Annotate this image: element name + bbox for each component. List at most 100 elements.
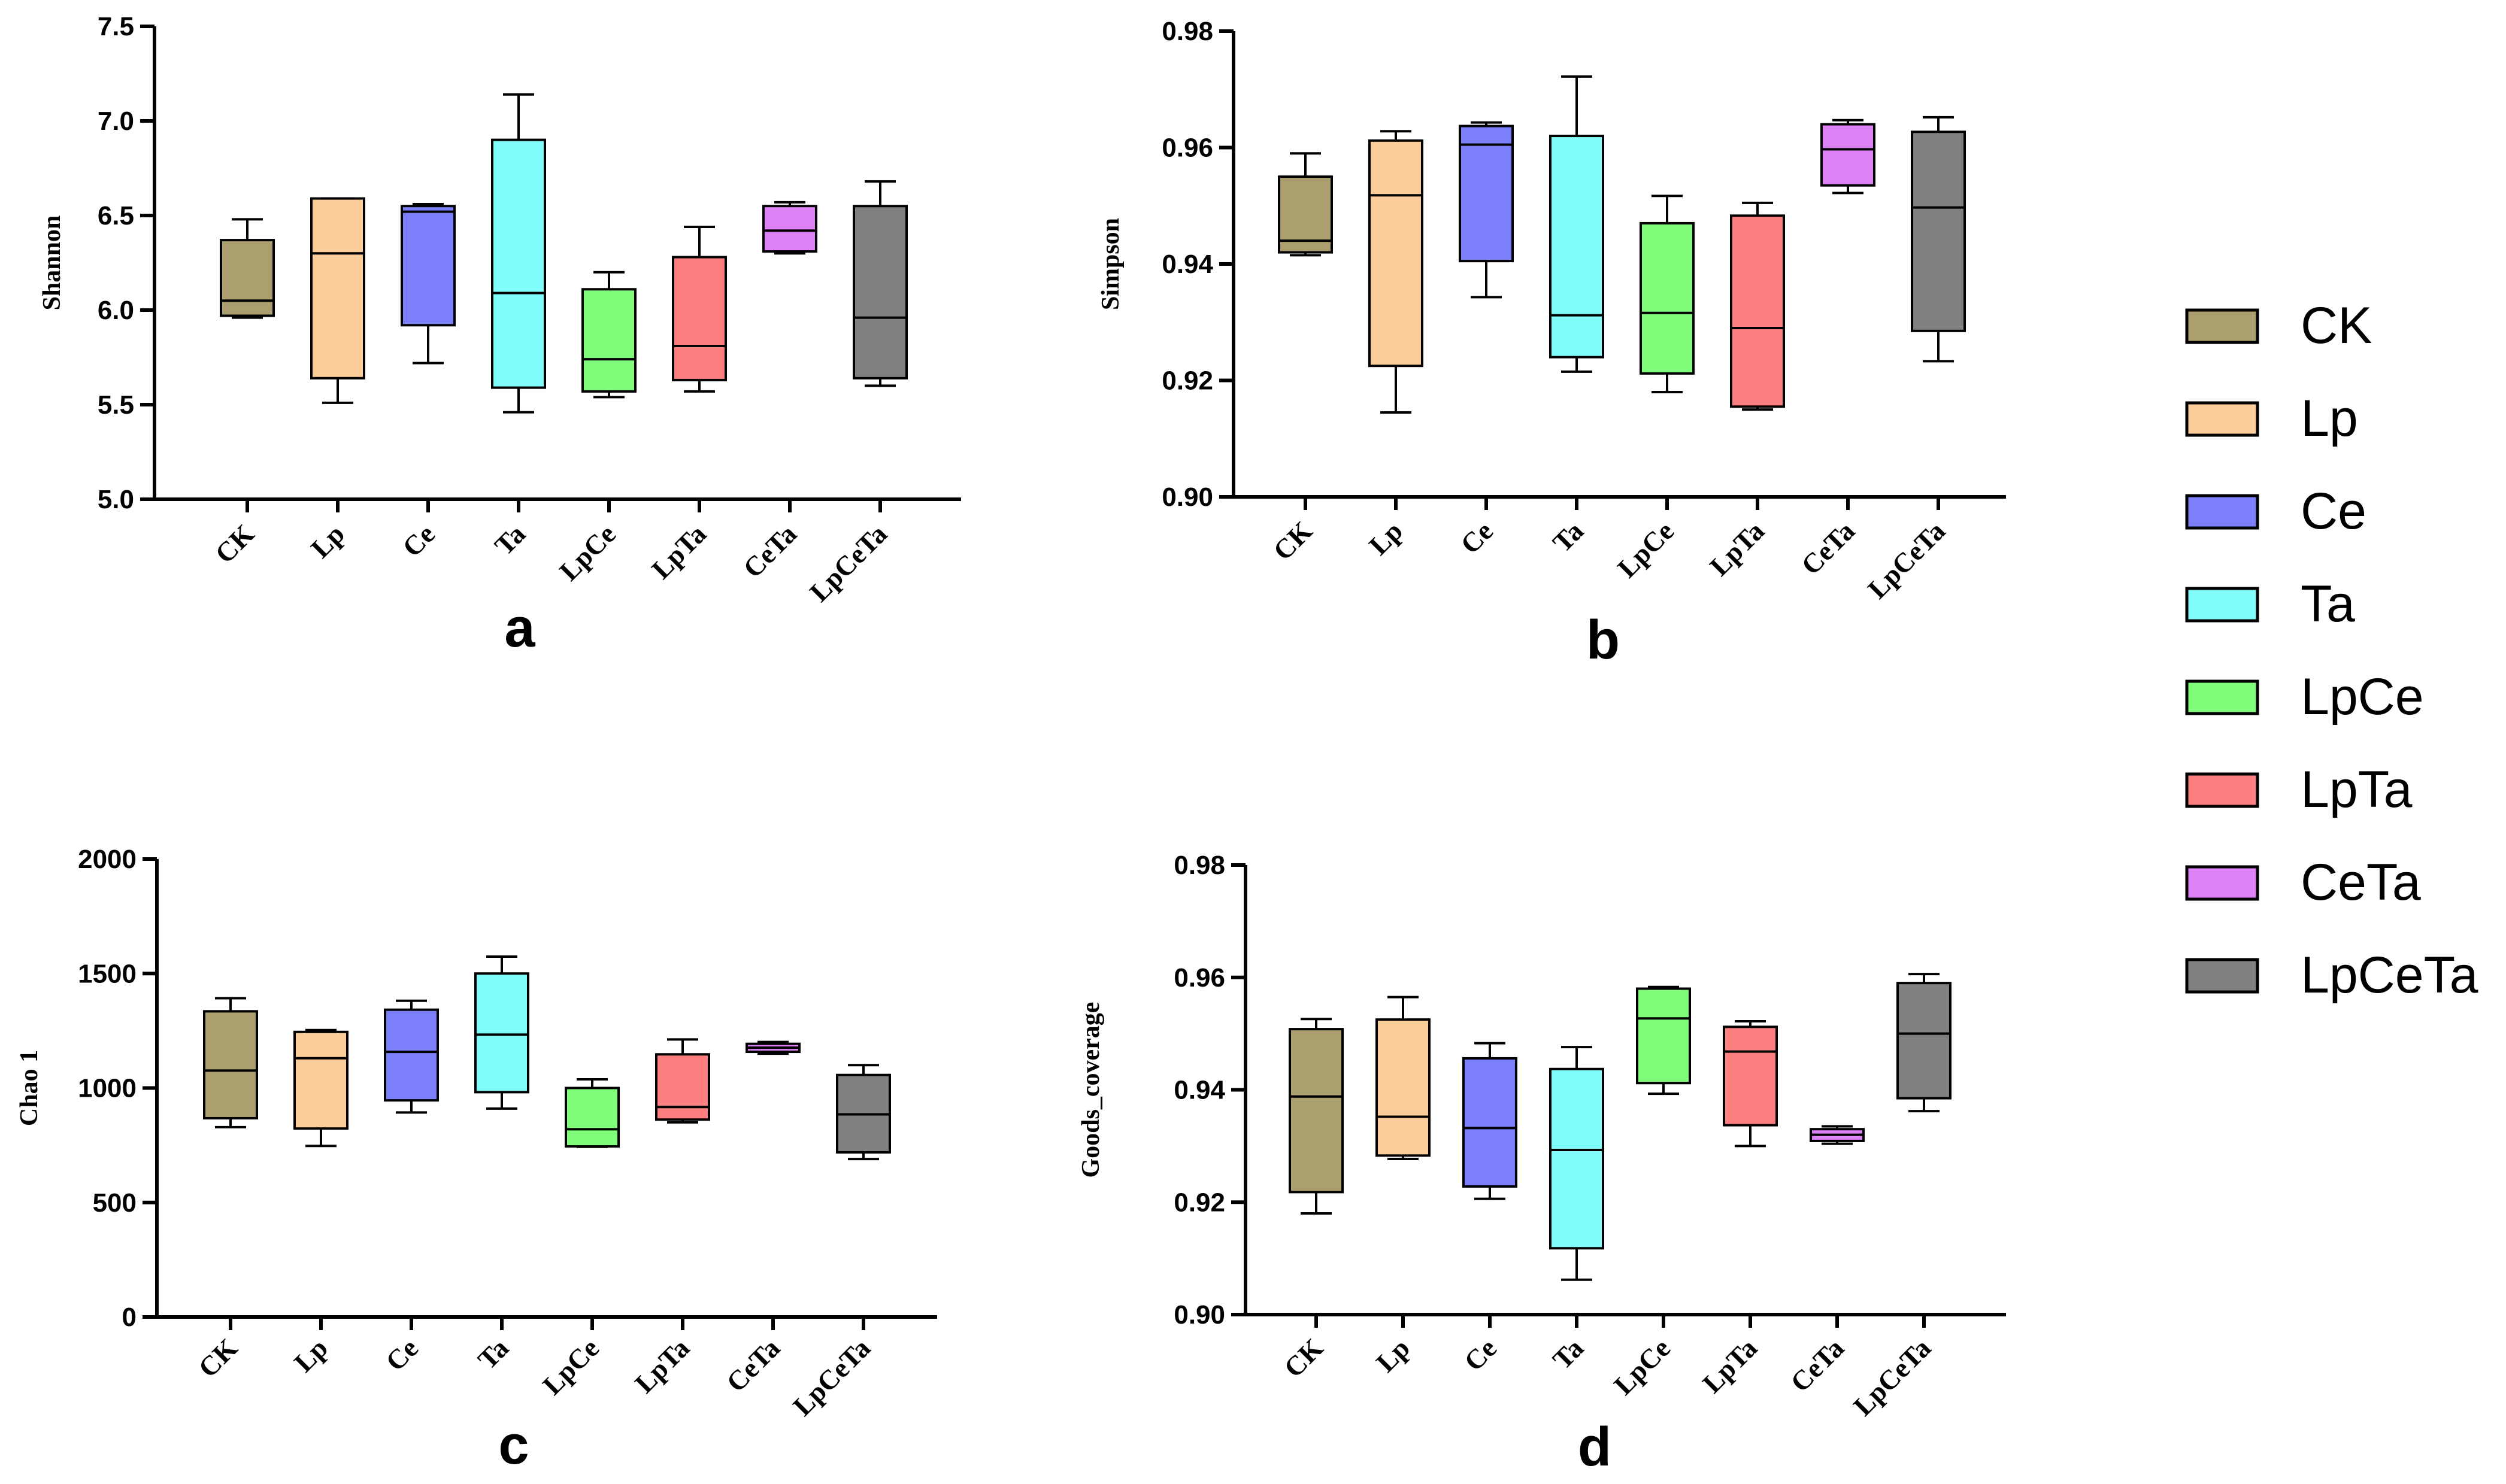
iqr-box [1368, 139, 1423, 368]
y-tick-label: 0.98 [1174, 851, 1225, 880]
iqr-box [1459, 125, 1514, 263]
box-ce: Ce [1458, 1042, 1517, 1377]
box-ta: Ta [1547, 1046, 1604, 1375]
panel-letter: c [498, 1415, 529, 1476]
legend-swatch [2185, 772, 2259, 808]
x-tick-label: LpCe [553, 518, 622, 587]
x-tick-label: LpCeTa [1862, 515, 1951, 605]
y-axis-title: Simpson [1097, 218, 1125, 310]
y-axis-title: Goods_coverage [1077, 1002, 1105, 1178]
x-tick-label: CeTa [1784, 1333, 1850, 1398]
x-tick-label: Lp [305, 518, 350, 564]
x-tick-label: Ta [1547, 1333, 1589, 1375]
iqr-box [1723, 1025, 1778, 1127]
x-tick-label: Ce [380, 1333, 424, 1377]
box-lp: Lp [1370, 996, 1431, 1378]
x-tick-label: Lp [1363, 515, 1408, 561]
iqr-box [1640, 221, 1695, 375]
y-tick-label: 0.92 [1174, 1188, 1225, 1217]
iqr-box [203, 1010, 258, 1119]
y-tick-label: 0.90 [1174, 1300, 1225, 1330]
x-tick-label: CeTa [737, 518, 802, 584]
box-ceta: CeTa [737, 201, 817, 584]
box-ce: Ce [380, 999, 439, 1377]
x-tick-label: Ce [1454, 515, 1499, 560]
legend-label: CK [2301, 297, 2372, 354]
iqr-box [293, 1030, 349, 1130]
y-tick-label: 0.98 [1162, 17, 1213, 46]
panel-letter: b [1586, 609, 1620, 670]
y-tick-label: 0.96 [1162, 133, 1213, 163]
x-tick-label: Ce [396, 518, 441, 563]
y-tick-label: 0.92 [1162, 366, 1213, 396]
y-axis-title: Shannon [38, 216, 66, 311]
x-tick-label: LpTa [646, 518, 712, 585]
box-ta: Ta [1547, 75, 1604, 558]
legend-item-ceta: CeTa [2185, 854, 2421, 911]
box-lpta: LpTa [1696, 1019, 1778, 1399]
box-ce: Ce [396, 203, 456, 563]
iqr-box [401, 205, 456, 327]
legend-swatch [2185, 401, 2259, 437]
x-tick-label: Ce [1458, 1333, 1502, 1377]
box-lpceta: LpCeTa [1862, 116, 1966, 605]
x-tick-label: LpCe [1611, 515, 1680, 584]
legend-label: LpTa [2301, 761, 2413, 818]
x-tick-label: CK [1267, 515, 1318, 566]
box-ck: CK [1278, 1018, 1344, 1383]
box-ta: Ta [489, 93, 546, 561]
x-tick-label: CK [1278, 1333, 1329, 1383]
box-lpta: LpTa [629, 1038, 710, 1399]
legend-item-lpce: LpCe [2185, 668, 2424, 726]
box-lpce: LpCe [1608, 985, 1691, 1401]
panel-letter: a [504, 597, 535, 658]
box-lpceta: LpCeTa [1847, 973, 1952, 1422]
x-tick-label: CK [192, 1333, 243, 1383]
iqr-box [384, 1008, 439, 1102]
x-tick-label: CeTa [1795, 515, 1860, 581]
y-tick-label: 6.0 [98, 296, 134, 325]
y-tick-label: 500 [93, 1188, 137, 1218]
box-lp: Lp [305, 197, 365, 564]
legend-item-ck: CK [2185, 297, 2372, 354]
y-tick-label: 2000 [78, 845, 137, 874]
legend-swatch [2185, 865, 2259, 901]
iqr-box [1549, 1067, 1604, 1250]
box-lpce: LpCe [537, 1078, 620, 1401]
iqr-box [1896, 982, 1952, 1100]
legend-item-ta: Ta [2185, 575, 2355, 633]
legend-swatch [2185, 958, 2259, 994]
legend-item-lpta: LpTa [2185, 761, 2413, 818]
x-tick-label: Ta [472, 1333, 514, 1375]
box-ce: Ce [1454, 121, 1514, 560]
x-tick-label: LpCeTa [787, 1333, 876, 1422]
box-lpce: LpCe [1611, 195, 1695, 584]
y-tick-label: 1500 [78, 959, 137, 988]
y-tick-label: 6.5 [98, 201, 134, 230]
x-tick-label: Ta [1547, 515, 1589, 558]
legend-swatch [2185, 308, 2259, 344]
iqr-box [1462, 1057, 1517, 1188]
iqr-box [655, 1053, 710, 1121]
legend-label: LpCeTa [2301, 946, 2478, 1004]
legend-item-lp: Lp [2185, 390, 2358, 447]
y-tick-label: 0.96 [1174, 963, 1225, 993]
box-ceta: CeTa [1784, 1125, 1865, 1398]
x-tick-label: LpCe [1608, 1333, 1676, 1401]
box-ta: Ta [472, 955, 529, 1375]
x-tick-label: LpTa [1704, 515, 1770, 582]
iqr-box [474, 972, 529, 1094]
legend-swatch [2185, 587, 2259, 623]
iqr-box [762, 205, 817, 253]
legend-label: LpCe [2301, 668, 2424, 726]
legend-swatch [2185, 494, 2259, 530]
x-tick-label: CeTa [720, 1333, 786, 1398]
legend-label: Ce [2301, 482, 2366, 540]
iqr-box [565, 1087, 620, 1148]
x-tick-label: LpTa [629, 1333, 695, 1399]
y-tick-label: 1000 [78, 1074, 137, 1103]
